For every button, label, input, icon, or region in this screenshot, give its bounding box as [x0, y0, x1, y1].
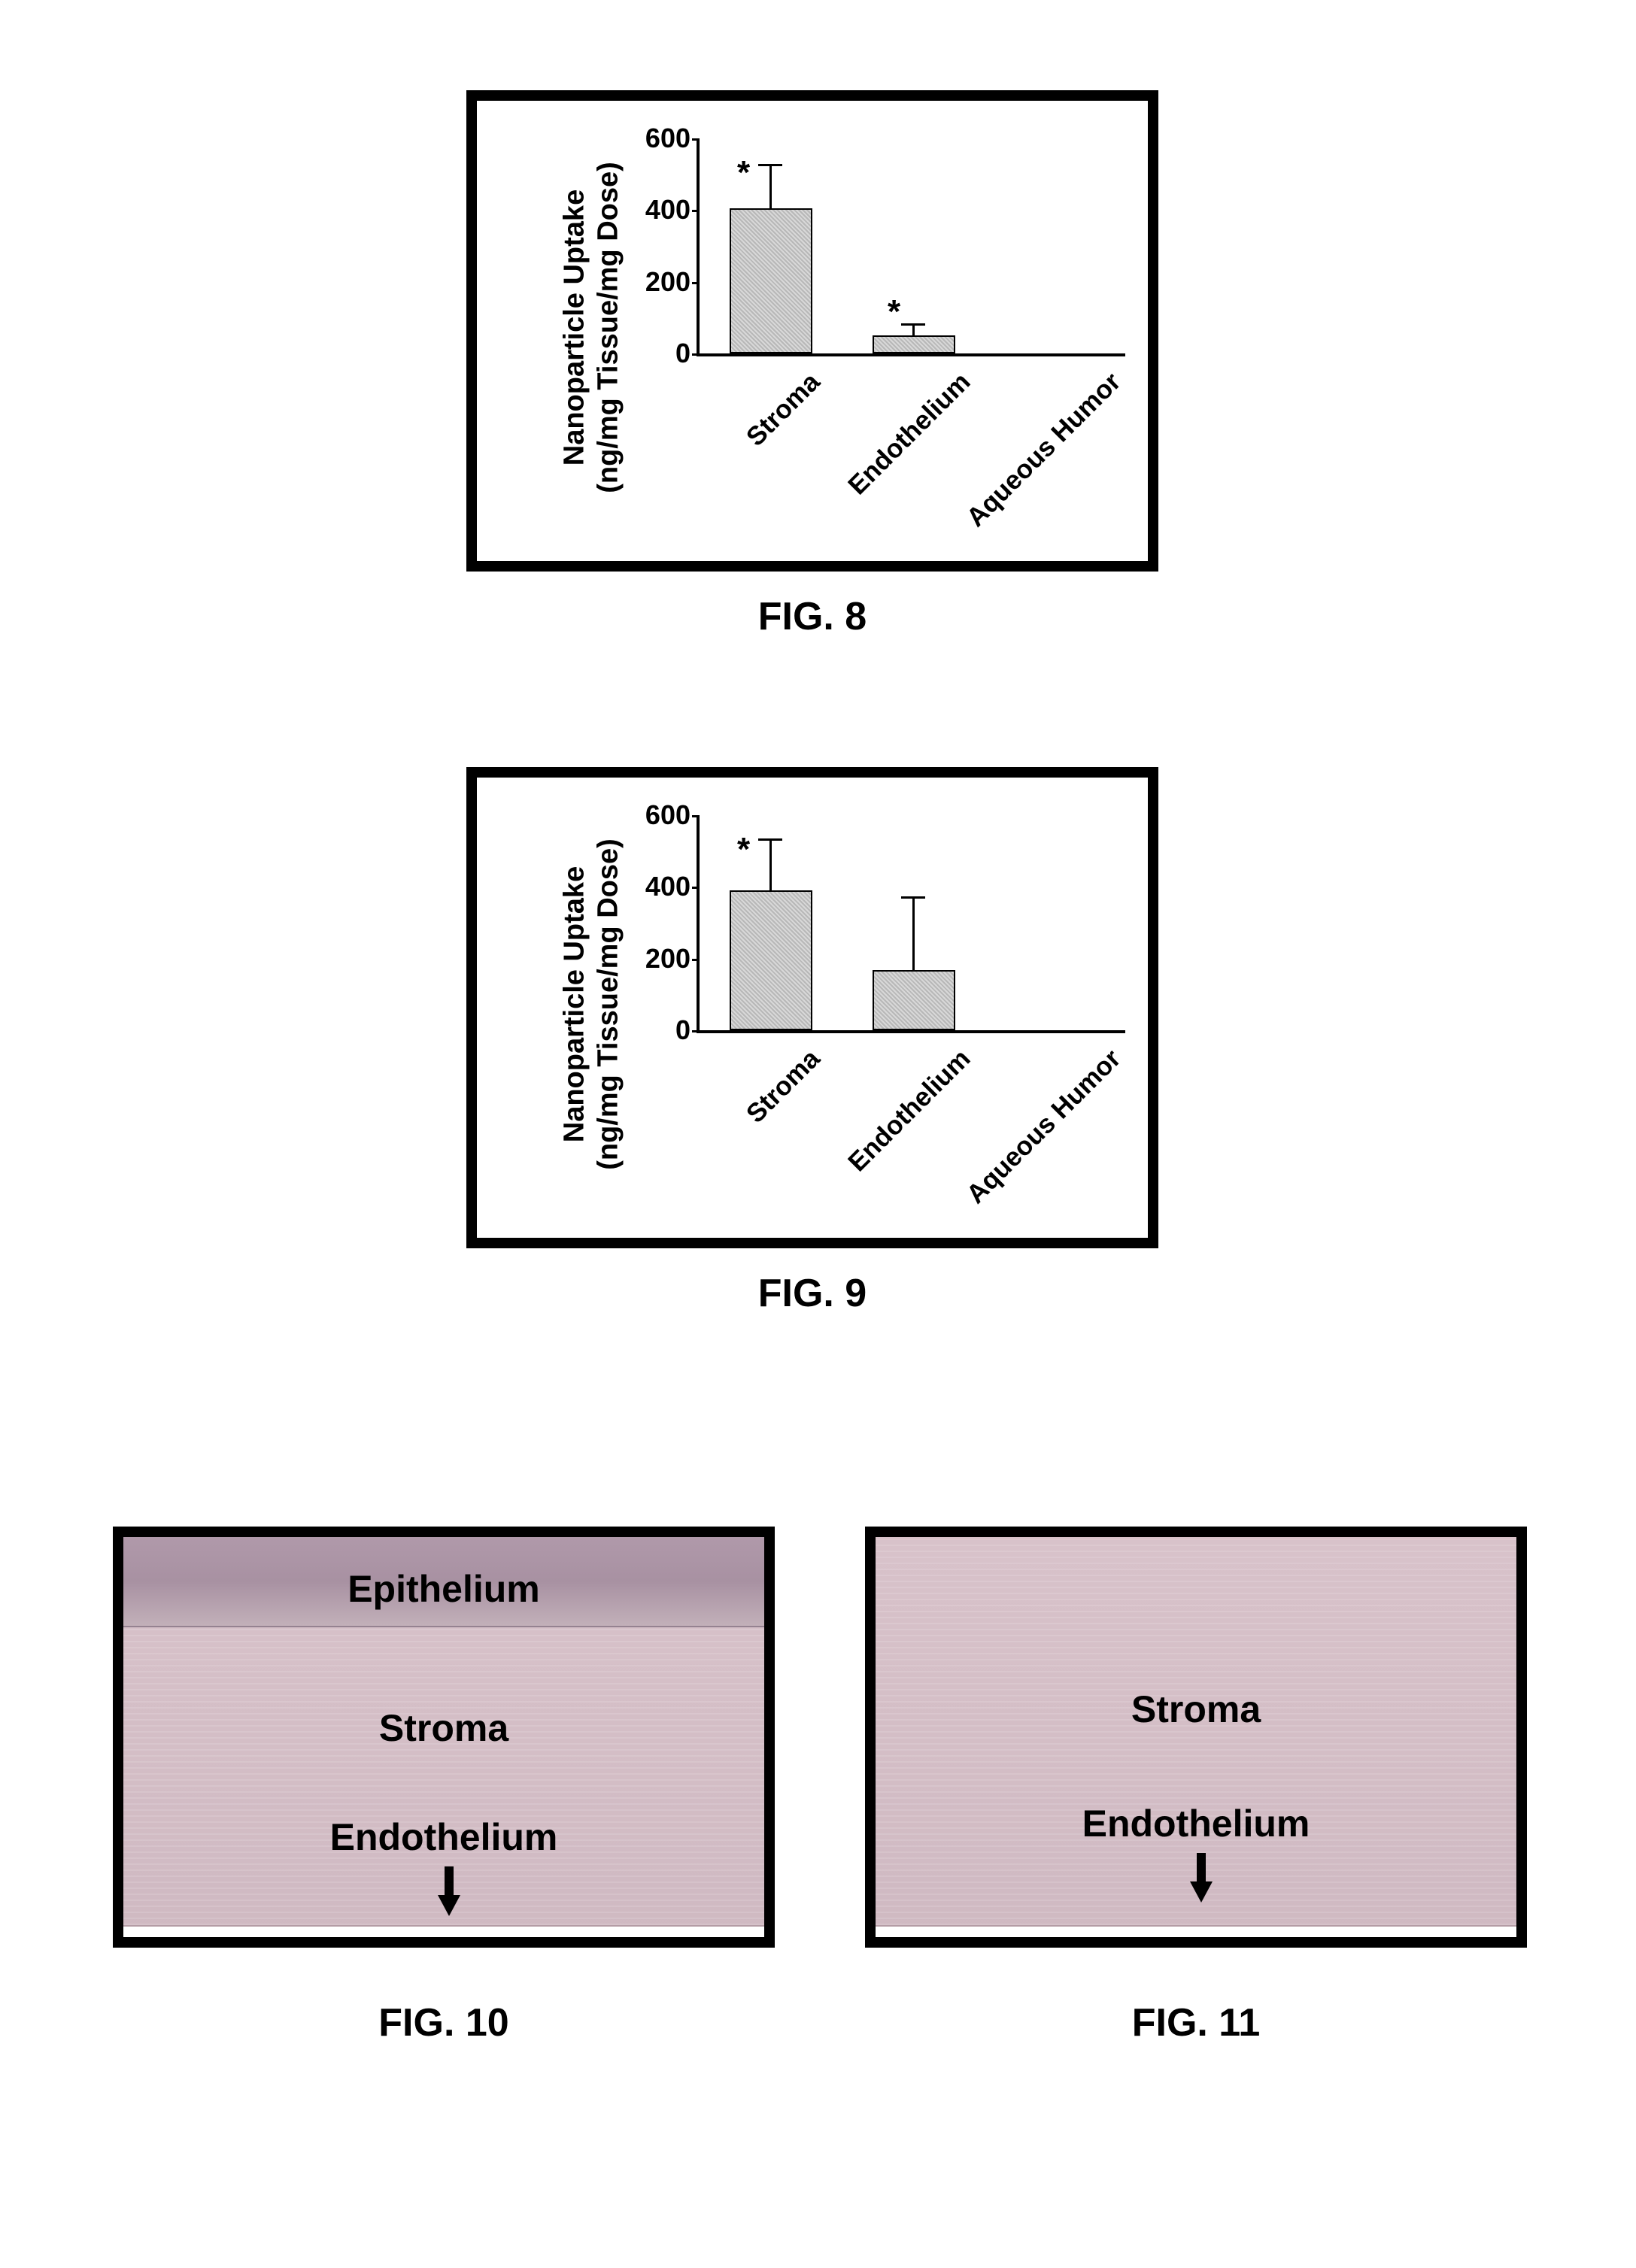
label-epithelium: Epithelium — [123, 1567, 764, 1611]
tick-mark — [692, 815, 700, 817]
bar-endothelium — [873, 970, 955, 1030]
ytick-label: 0 — [675, 338, 691, 369]
ytick-label: 600 — [645, 799, 691, 831]
error-bar — [912, 897, 915, 970]
xtick-label: Aqueous Humor — [957, 1044, 1127, 1214]
tick-mark — [692, 887, 700, 889]
down-arrow-icon — [438, 1866, 460, 1919]
fig10-caption: FIG. 10 — [113, 2000, 775, 2045]
label-endothelium: Endothelium — [876, 1802, 1516, 1845]
ytick-label: 400 — [645, 194, 691, 226]
fig8-caption: FIG. 8 — [466, 594, 1158, 639]
fig8-y-label-line2: (ng/mg Tissue/mg Dose) — [593, 155, 625, 501]
xtick-label: Stroma — [720, 1044, 826, 1150]
bar-endothelium — [873, 335, 955, 353]
bar-stroma — [730, 208, 812, 353]
ytick-label: 200 — [645, 943, 691, 975]
figure-9: Nanoparticle Uptake (ng/mg Tissue/mg Dos… — [466, 767, 1158, 1316]
xtick-label: Endothelium — [838, 1044, 976, 1182]
fig8-y-label-line1: Nanoparticle Uptake — [559, 155, 591, 501]
fig9-y-label-line2: (ng/mg Tissue/mg Dose) — [593, 832, 625, 1178]
error-bar — [769, 165, 772, 208]
fig9-plot-area: 600 400 200 0 * Stroma Endothelium Aqueo… — [697, 815, 1125, 1033]
error-cap — [901, 896, 925, 899]
label-endothelium: Endothelium — [123, 1815, 764, 1859]
error-cap — [758, 838, 782, 841]
fig11-image-frame: Stroma Endothelium — [865, 1527, 1527, 1948]
error-bar — [912, 324, 915, 335]
label-stroma: Stroma — [876, 1687, 1516, 1731]
significance-asterisk: * — [888, 293, 900, 331]
tick-mark — [692, 1030, 700, 1032]
error-cap — [758, 164, 782, 166]
tick-mark — [692, 959, 700, 961]
label-stroma: Stroma — [123, 1706, 764, 1750]
figure-10: Epithelium Stroma Endothelium FIG. 10 — [113, 1527, 775, 2045]
figure-11: Stroma Endothelium FIG. 11 — [865, 1527, 1527, 2045]
significance-asterisk: * — [737, 831, 750, 869]
figure-8: Nanoparticle Uptake (ng/mg Tissue/mg Dos… — [466, 90, 1158, 639]
fig9-caption: FIG. 9 — [466, 1271, 1158, 1316]
xtick-label: Endothelium — [838, 367, 976, 505]
fig10-image-frame: Epithelium Stroma Endothelium — [113, 1527, 775, 1948]
tick-mark — [692, 138, 700, 141]
tick-mark — [692, 210, 700, 212]
fig9-chart-frame: Nanoparticle Uptake (ng/mg Tissue/mg Dos… — [466, 767, 1158, 1248]
fig11-caption: FIG. 11 — [865, 2000, 1527, 2045]
significance-asterisk: * — [737, 154, 750, 192]
fig9-y-label-line1: Nanoparticle Uptake — [559, 832, 591, 1178]
error-bar — [769, 839, 772, 890]
tick-mark — [692, 353, 700, 356]
fig8-plot-area: 600 400 200 0 * * Stroma Endothelium Aqu… — [697, 138, 1125, 356]
error-cap — [901, 323, 925, 326]
ytick-label: 0 — [675, 1014, 691, 1046]
fig8-chart-frame: Nanoparticle Uptake (ng/mg Tissue/mg Dos… — [466, 90, 1158, 572]
tick-mark — [692, 282, 700, 284]
down-arrow-icon — [1190, 1853, 1213, 1906]
xtick-label: Stroma — [720, 367, 826, 473]
ytick-label: 200 — [645, 266, 691, 298]
bar-stroma — [730, 890, 812, 1030]
ytick-label: 600 — [645, 123, 691, 154]
ytick-label: 400 — [645, 871, 691, 902]
xtick-label: Aqueous Humor — [957, 367, 1127, 537]
